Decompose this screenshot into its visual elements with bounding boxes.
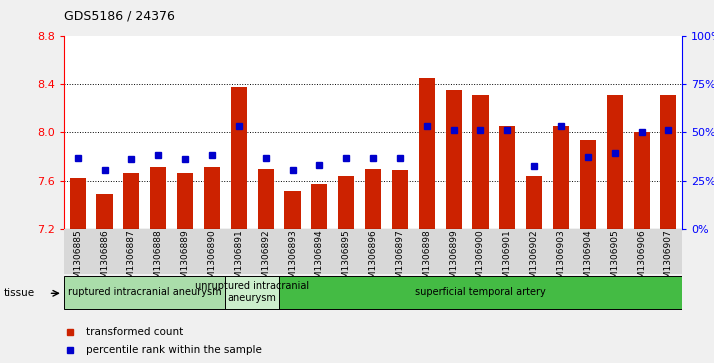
Bar — [70, 178, 86, 229]
Bar — [226, 276, 279, 309]
Text: GSM1306907: GSM1306907 — [664, 230, 673, 290]
Bar — [553, 126, 569, 229]
Text: GSM1306906: GSM1306906 — [637, 230, 646, 290]
Text: GSM1306886: GSM1306886 — [100, 230, 109, 290]
Bar — [284, 191, 301, 229]
Text: GSM1306902: GSM1306902 — [530, 230, 538, 290]
Bar — [231, 87, 247, 229]
Bar — [418, 78, 435, 229]
Bar — [499, 126, 516, 229]
Text: GSM1306896: GSM1306896 — [368, 230, 378, 290]
Bar — [446, 90, 462, 229]
Text: GSM1306891: GSM1306891 — [234, 230, 243, 290]
Text: GSM1306905: GSM1306905 — [610, 230, 619, 290]
Bar — [526, 176, 542, 229]
Bar — [660, 95, 676, 229]
Bar — [338, 176, 354, 229]
Bar — [633, 132, 650, 229]
Bar — [150, 167, 166, 229]
Text: GSM1306889: GSM1306889 — [181, 230, 190, 290]
Text: GSM1306895: GSM1306895 — [342, 230, 351, 290]
Text: transformed count: transformed count — [86, 327, 183, 337]
Text: GSM1306888: GSM1306888 — [154, 230, 163, 290]
Text: GSM1306885: GSM1306885 — [74, 230, 82, 290]
Text: GSM1306900: GSM1306900 — [476, 230, 485, 290]
Text: GSM1306899: GSM1306899 — [449, 230, 458, 290]
Text: GSM1306904: GSM1306904 — [583, 230, 593, 290]
Bar — [311, 184, 328, 229]
Text: percentile rank within the sample: percentile rank within the sample — [86, 345, 262, 355]
Text: GSM1306894: GSM1306894 — [315, 230, 324, 290]
Text: GDS5186 / 24376: GDS5186 / 24376 — [64, 9, 175, 22]
Bar — [365, 168, 381, 229]
Bar — [279, 276, 682, 309]
Text: ruptured intracranial aneurysm: ruptured intracranial aneurysm — [68, 287, 221, 297]
Bar — [64, 276, 226, 309]
Bar — [607, 95, 623, 229]
Text: unruptured intracranial
aneurysm: unruptured intracranial aneurysm — [195, 281, 309, 303]
Text: superficial temporal artery: superficial temporal artery — [415, 287, 545, 297]
Text: GSM1306898: GSM1306898 — [422, 230, 431, 290]
Text: GSM1306887: GSM1306887 — [127, 230, 136, 290]
Bar — [580, 140, 596, 229]
Text: GSM1306890: GSM1306890 — [208, 230, 216, 290]
Bar — [177, 174, 193, 229]
Bar — [124, 174, 139, 229]
Text: GSM1306893: GSM1306893 — [288, 230, 297, 290]
Text: GSM1306897: GSM1306897 — [396, 230, 404, 290]
Text: GSM1306901: GSM1306901 — [503, 230, 512, 290]
Bar — [258, 168, 273, 229]
Bar — [473, 95, 488, 229]
Text: tissue: tissue — [4, 288, 35, 298]
Bar — [64, 229, 682, 274]
Text: GSM1306903: GSM1306903 — [556, 230, 565, 290]
Bar — [96, 194, 113, 229]
Bar — [392, 170, 408, 229]
Text: GSM1306892: GSM1306892 — [261, 230, 270, 290]
Bar — [204, 167, 220, 229]
